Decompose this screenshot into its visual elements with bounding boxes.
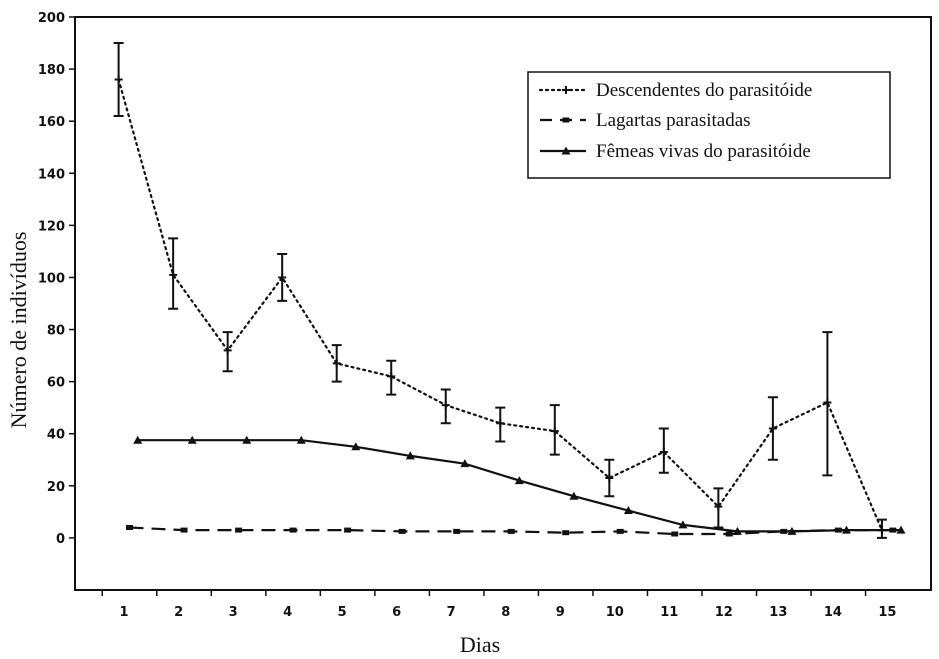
data-point-triangle xyxy=(623,506,633,515)
data-point-square xyxy=(344,527,352,533)
data-point-triangle xyxy=(242,435,252,444)
data-point-triangle xyxy=(896,525,906,534)
y-tick-label: 60 xyxy=(47,376,65,391)
data-point-square xyxy=(671,531,679,537)
series-line xyxy=(137,439,901,533)
data-point-plus xyxy=(823,398,832,407)
y-tick-label: 40 xyxy=(47,428,65,443)
data-point-triangle xyxy=(841,525,851,534)
data-point-plus xyxy=(550,427,559,436)
data-point-plus xyxy=(714,502,723,511)
data-point-plus xyxy=(605,474,614,483)
data-point-plus xyxy=(387,372,396,381)
data-point-triangle xyxy=(678,520,688,529)
x-tick-label: 6 xyxy=(392,605,401,620)
series-0 xyxy=(113,42,887,539)
data-point-square xyxy=(180,527,188,533)
data-point-triangle xyxy=(351,442,361,451)
data-point-square xyxy=(725,531,733,537)
x-axis-title: Dias xyxy=(460,632,500,657)
x-tick-label: 5 xyxy=(338,605,347,620)
y-axis-title: Número de indivíduos xyxy=(6,232,31,429)
x-tick-label: 13 xyxy=(769,605,787,620)
data-point-plus xyxy=(114,75,123,84)
legend-label-lagartas: Lagartas parasitadas xyxy=(596,110,751,131)
data-point-triangle xyxy=(296,435,306,444)
y-tick-label: 180 xyxy=(38,63,65,78)
legend-samples xyxy=(538,86,588,155)
y-axis-ticks: 0 20 40 60 80 100 120 140 160 180 200 xyxy=(38,11,75,547)
series-2 xyxy=(133,435,906,535)
x-tick-label: 10 xyxy=(606,605,624,620)
data-point-square xyxy=(562,117,570,123)
data-point-triangle xyxy=(187,435,197,444)
x-tick-label: 12 xyxy=(715,605,733,620)
x-tick-label: 4 xyxy=(283,605,292,620)
y-tick-label: 120 xyxy=(38,219,65,234)
y-tick-label: 160 xyxy=(38,115,65,130)
data-point-square xyxy=(126,524,134,530)
data-point-square xyxy=(562,530,570,536)
plot-frame xyxy=(74,16,932,591)
data-point-triangle xyxy=(732,526,742,535)
data-point-plus xyxy=(223,346,232,355)
data-point-triangle xyxy=(405,451,415,460)
x-axis-ticks: 1 2 3 4 5 6 7 8 9 10 11 12 13 14 15 xyxy=(101,590,896,620)
y-tick-label: 80 xyxy=(47,324,65,339)
y-tick-label: 140 xyxy=(38,167,65,182)
data-point-square xyxy=(616,528,624,534)
data-point-triangle xyxy=(133,435,143,444)
data-point-triangle xyxy=(569,491,579,500)
data-point-plus xyxy=(562,86,570,94)
data-point-plus xyxy=(496,419,505,428)
x-tick-label: 2 xyxy=(174,605,183,620)
x-tick-label: 1 xyxy=(120,605,129,620)
x-tick-label: 14 xyxy=(824,605,842,620)
x-tick-label: 11 xyxy=(660,605,678,620)
legend-label-descendentes: Descendentes do parasitóide xyxy=(596,80,812,101)
x-tick-label: 7 xyxy=(447,605,456,620)
x-tick-label: 9 xyxy=(556,605,565,620)
data-point-plus xyxy=(169,270,178,279)
y-tick-label: 0 xyxy=(56,532,65,547)
data-point-plus xyxy=(768,424,777,433)
x-tick-label: 8 xyxy=(501,605,510,620)
data-point-plus xyxy=(659,447,668,456)
x-tick-label: 3 xyxy=(229,605,238,620)
legend-box xyxy=(527,71,891,179)
legend-label-femeas: Fêmeas vivas do parasitóide xyxy=(596,141,811,162)
y-tick-label: 200 xyxy=(38,11,65,26)
series-layer xyxy=(113,42,906,539)
data-point-plus xyxy=(441,401,450,410)
legend: Descendentes do parasitóide Lagartas par… xyxy=(527,71,891,179)
data-point-square xyxy=(235,527,243,533)
data-point-triangle xyxy=(514,476,524,485)
data-point-triangle xyxy=(561,146,571,155)
data-point-plus xyxy=(278,273,287,282)
data-point-square xyxy=(289,527,297,533)
data-point-plus xyxy=(332,359,341,368)
y-tick-label: 100 xyxy=(38,271,65,286)
data-point-square xyxy=(398,528,406,534)
data-point-triangle xyxy=(787,526,797,535)
data-point-triangle xyxy=(460,459,470,468)
data-point-square xyxy=(507,528,515,534)
y-tick-label: 20 xyxy=(47,480,65,495)
series-line xyxy=(117,78,883,532)
x-tick-label: 15 xyxy=(878,605,896,620)
data-point-square xyxy=(453,528,461,534)
